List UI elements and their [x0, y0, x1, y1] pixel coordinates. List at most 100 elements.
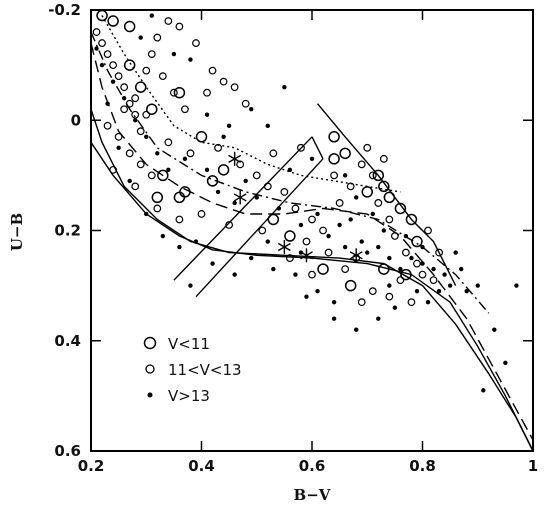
- point-faint: [315, 288, 320, 294]
- point-faint: [188, 283, 193, 288]
- point-faint: [304, 294, 309, 299]
- point-faint: [315, 211, 320, 217]
- point-faint: [271, 266, 276, 272]
- point-medium: [153, 204, 162, 213]
- x-axis-title: B−V: [294, 486, 331, 504]
- point-medium: [169, 88, 178, 97]
- point-medium: [297, 143, 305, 152]
- point-faint: [138, 35, 143, 40]
- point-faint: [436, 288, 442, 294]
- point-faint: [387, 255, 392, 261]
- axis-ticks: 0.2 0.4 0.6 0.8 1 -0.2 0 0.2 0.4 0.6: [48, 1, 538, 475]
- point-medium: [92, 28, 101, 36]
- point-faint: [403, 233, 409, 239]
- point-bright: [411, 235, 423, 248]
- point-bright: [134, 81, 147, 93]
- x-tick-label: 0.2: [78, 457, 105, 475]
- point-bright: [400, 268, 412, 281]
- point-medium: [379, 154, 388, 163]
- y-tick-label: 0.4: [54, 332, 81, 350]
- point-medium: [280, 188, 289, 196]
- legend-label-11-v-13: 11<V<13: [168, 361, 242, 379]
- point-faint: [243, 178, 248, 184]
- point-faint: [276, 206, 282, 211]
- point-medium: [225, 221, 234, 229]
- point-medium: [153, 33, 162, 42]
- point-medium: [291, 204, 300, 213]
- point-faint: [376, 244, 381, 250]
- point-bright: [123, 20, 136, 33]
- star-marker: [277, 240, 291, 255]
- point-faint: [182, 156, 188, 162]
- plot-frame: [90, 9, 534, 452]
- point-faint: [155, 151, 160, 156]
- point-medium: [252, 171, 261, 180]
- point-medium: [197, 210, 206, 218]
- y-tick-label: -0.2: [48, 1, 81, 19]
- model-curve-solid: [90, 108, 534, 452]
- point-medium: [368, 171, 377, 180]
- point-faint: [116, 145, 121, 151]
- point-faint: [121, 96, 127, 101]
- point-faint: [282, 84, 287, 90]
- point-bright: [372, 169, 385, 182]
- point-medium: [164, 17, 173, 25]
- star-marker: [300, 248, 313, 263]
- point-medium: [368, 287, 377, 296]
- point-medium: [208, 66, 217, 75]
- point-medium: [302, 237, 311, 246]
- point-medium: [136, 127, 145, 136]
- point-bright: [378, 263, 390, 275]
- legend-marker-large-open-circle: [143, 336, 157, 350]
- point-medium: [109, 165, 117, 174]
- point-medium: [341, 265, 350, 273]
- point-faint: [254, 195, 259, 200]
- point-medium: [131, 182, 140, 191]
- point-medium: [346, 182, 355, 191]
- point-faint: [492, 327, 497, 332]
- point-medium: [308, 215, 316, 224]
- point-bright: [179, 186, 191, 198]
- point-bright: [151, 191, 164, 204]
- point-medium: [147, 50, 156, 58]
- point-medium: [258, 226, 267, 235]
- point-bright: [173, 86, 186, 99]
- point-faint: [226, 123, 232, 128]
- point-medium: [186, 149, 195, 158]
- point-faint: [265, 239, 270, 244]
- point-bright: [328, 131, 340, 143]
- point-faint: [215, 189, 221, 195]
- point-faint: [298, 222, 304, 228]
- model-curve-long-dash: [90, 42, 534, 441]
- point-faint: [475, 283, 480, 288]
- point-faint: [326, 233, 331, 239]
- point-faint: [337, 222, 342, 228]
- point-medium: [385, 292, 394, 301]
- point-bright: [405, 213, 418, 226]
- point-faint: [464, 288, 469, 294]
- legend-marker-small-open-circle: [145, 364, 155, 374]
- point-bright: [328, 153, 340, 165]
- point-faint: [331, 316, 337, 321]
- point-faint: [99, 62, 105, 68]
- star-marker: [233, 190, 247, 205]
- point-medium: [219, 77, 228, 86]
- point-faint: [420, 261, 425, 266]
- point-faint: [193, 239, 199, 244]
- point-faint: [127, 178, 132, 184]
- point-medium: [120, 83, 129, 92]
- point-faint: [204, 112, 210, 117]
- point-medium: [269, 149, 278, 158]
- point-faint: [149, 13, 154, 18]
- y-tick-label: 0.2: [54, 222, 81, 240]
- model-curve-solid: [311, 136, 324, 160]
- point-faint: [232, 200, 237, 206]
- point-medium: [125, 99, 134, 108]
- point-medium: [308, 270, 316, 279]
- point-faint: [409, 255, 414, 261]
- point-faint: [160, 233, 166, 239]
- point-medium: [363, 143, 372, 152]
- point-bright: [195, 131, 208, 143]
- point-medium: [114, 72, 123, 81]
- point-medium: [407, 298, 416, 307]
